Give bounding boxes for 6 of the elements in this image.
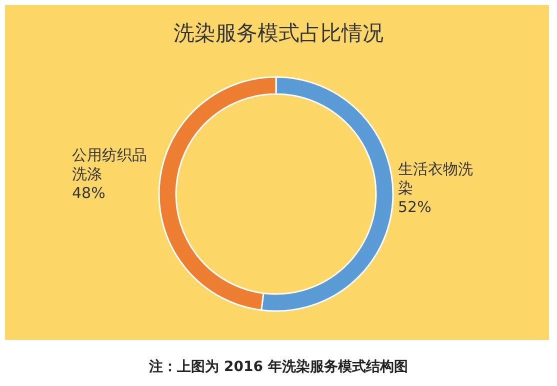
slice-label: 公用纺织品洗涤 [72, 146, 147, 183]
slice-label: 生活衣物洗染 [398, 160, 473, 197]
text: 注：上图为 2016 年洗染服务模式结构图 [148, 358, 408, 375]
data-label: 52% [398, 198, 432, 216]
data-label: 48% [72, 184, 106, 202]
chart-title: 洗染服务模式占比情况 [174, 21, 384, 45]
